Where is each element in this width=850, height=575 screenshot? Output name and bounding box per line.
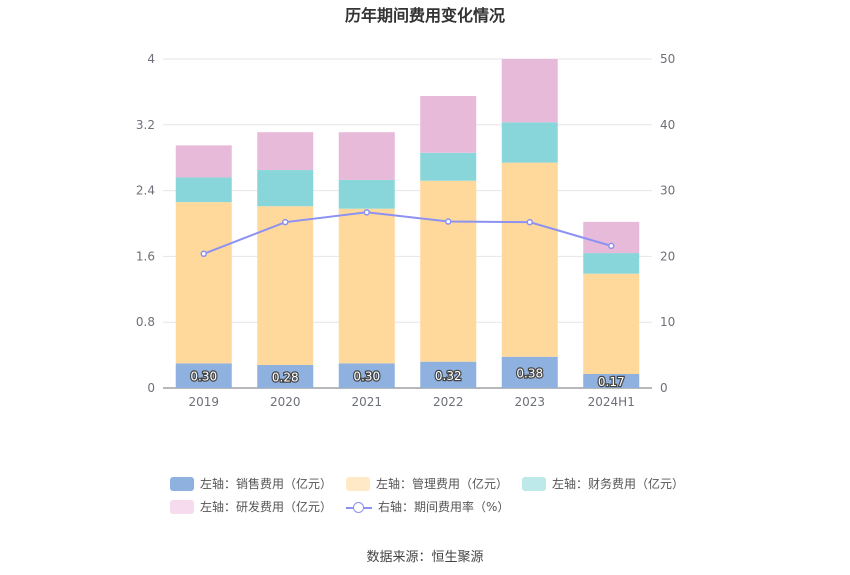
- y-left-tick-label: 0.8: [136, 315, 155, 329]
- bar-segment-1: [257, 364, 314, 388]
- legend-line-marker: [346, 500, 373, 514]
- x-tick-label: 2024H1: [588, 395, 635, 409]
- legend-item[interactable]: 左轴：研发费用（亿元）: [170, 498, 332, 515]
- line-point: [608, 242, 615, 250]
- bar-segment-3: [338, 179, 395, 209]
- line-series-expense-ratio: [203, 211, 612, 255]
- y-right-tick-label: 0: [660, 381, 668, 395]
- bar-data-label: 0.38: [516, 366, 543, 380]
- bar-segment-2: [175, 202, 232, 364]
- bar-segment-4: [501, 59, 558, 123]
- bar-segment-2: [501, 162, 558, 357]
- legend-swatch: [522, 476, 547, 491]
- bar-segment-4: [420, 96, 477, 153]
- x-tick-label: 2023: [514, 395, 545, 409]
- bar-segment-1: [175, 363, 232, 388]
- y-right-tick-label: 10: [660, 315, 675, 329]
- legend-swatch: [170, 476, 194, 491]
- bar-segment-1: [501, 356, 558, 388]
- line-point: [200, 250, 207, 258]
- y-left-tick-label: 1.6: [136, 249, 155, 263]
- line-point: [445, 218, 452, 225]
- legend-row: 左轴：研发费用（亿元） 右轴：期间费用率（%）: [170, 495, 690, 518]
- line-point: [526, 218, 533, 226]
- y-left-tick-label: 0: [147, 381, 155, 395]
- bar-segment-4: [175, 145, 232, 178]
- data-source-note: 数据来源：恒生聚源: [366, 550, 484, 565]
- bar-data-label: 0.30: [190, 370, 217, 384]
- bar-segment-1: [420, 361, 477, 388]
- legend-label: 左轴：销售费用（亿元）: [200, 477, 333, 491]
- bar-segment-2: [257, 206, 314, 365]
- x-tick-label: 2022: [433, 395, 464, 409]
- bar-segment-3: [175, 177, 232, 203]
- y-right-tick-label: 50: [660, 52, 675, 66]
- legend-label: 左轴：管理费用（亿元）: [376, 477, 509, 491]
- bar-data-label: 0.28: [272, 370, 299, 384]
- x-tick-label: 2019: [188, 395, 219, 409]
- bar-data-label: 0.17: [598, 375, 625, 389]
- x-tick-label: 2021: [351, 395, 382, 409]
- legend-swatch: [170, 499, 194, 514]
- bar-segment-1: [583, 374, 640, 388]
- line-point: [363, 209, 370, 216]
- bar-segment-3: [501, 122, 558, 163]
- chart-title: 历年期间费用变化情况: [344, 6, 505, 25]
- bar-segment-4: [257, 132, 314, 171]
- y-left-tick-label: 3.2: [136, 118, 155, 132]
- bar-segment-3: [420, 152, 477, 181]
- bar-data-label: 0.30: [353, 370, 380, 384]
- y-right-tick-label: 40: [660, 118, 675, 132]
- bar-segment-2: [583, 273, 640, 375]
- legend-label: 左轴：研发费用（亿元）: [200, 500, 333, 514]
- legend-label: 右轴：期间费用率（%）: [378, 500, 510, 514]
- bar-segment-3: [583, 253, 640, 274]
- bar-segment-2: [420, 180, 477, 362]
- legend: 左轴：销售费用（亿元） 左轴：管理费用（亿元） 左轴：财务费用（亿元） 左轴：研发费…: [170, 472, 690, 518]
- bar-segment-2: [338, 208, 395, 364]
- line-point: [282, 218, 289, 226]
- bar-data-label: 0.32: [435, 369, 462, 383]
- y-left-tick-label: 2.4: [136, 184, 155, 198]
- bar-segment-1: [338, 363, 395, 388]
- legend-item[interactable]: 左轴：销售费用（亿元）: [170, 475, 332, 492]
- bar-segment-4: [338, 132, 395, 180]
- x-tick-label: 2020: [270, 395, 301, 409]
- legend-row: 左轴：销售费用（亿元） 左轴：管理费用（亿元） 左轴：财务费用（亿元）: [170, 472, 690, 495]
- legend-item[interactable]: 左轴：管理费用（亿元）: [346, 475, 508, 492]
- legend-item[interactable]: 右轴：期间费用率（%）: [346, 498, 509, 515]
- y-left-tick-label: 4: [147, 52, 155, 66]
- legend-item[interactable]: 左轴：财务费用（亿元）: [522, 475, 684, 492]
- legend-label: 左轴：财务费用（亿元）: [552, 477, 685, 491]
- y-right-tick-label: 20: [660, 249, 675, 263]
- bar-segment-3: [257, 170, 314, 207]
- legend-swatch: [346, 476, 371, 491]
- y-right-tick-label: 30: [660, 184, 675, 198]
